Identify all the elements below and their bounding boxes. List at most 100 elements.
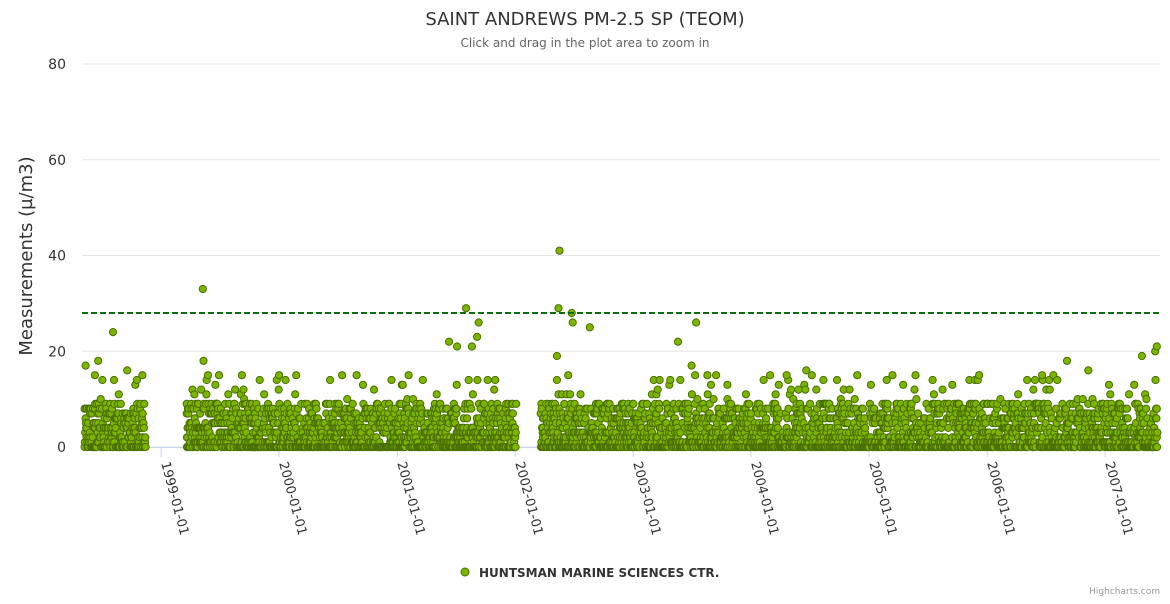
data-point[interactable] (858, 404, 867, 413)
data-point-notable[interactable] (568, 318, 577, 327)
data-point[interactable] (883, 399, 892, 408)
data-point-notable[interactable] (1084, 366, 1093, 375)
data-point[interactable] (109, 375, 119, 385)
data-point[interactable] (138, 371, 147, 380)
data-point[interactable] (850, 395, 859, 404)
data-point[interactable] (1053, 375, 1062, 385)
data-point[interactable] (899, 380, 908, 389)
data-point[interactable] (202, 390, 211, 399)
data-point[interactable] (334, 399, 343, 408)
data-point-notable[interactable] (474, 318, 483, 327)
data-point[interactable] (343, 395, 352, 404)
data-point-notable[interactable] (467, 342, 476, 351)
data-point[interactable] (211, 380, 220, 389)
data-point[interactable] (653, 385, 662, 394)
data-point[interactable] (745, 399, 754, 408)
data-point[interactable] (348, 399, 357, 408)
data-point[interactable] (239, 385, 248, 394)
data-point[interactable] (483, 375, 492, 385)
data-point[interactable] (274, 385, 283, 394)
data-point[interactable] (975, 371, 984, 380)
data-point-notable[interactable] (692, 318, 701, 327)
data-point[interactable] (912, 395, 921, 404)
data-point-notable[interactable] (1023, 375, 1032, 385)
data-point-notable[interactable] (108, 328, 118, 337)
data-points[interactable] (80, 246, 1162, 452)
data-point[interactable] (712, 371, 721, 380)
data-point-notable[interactable] (444, 337, 454, 346)
data-point-notable[interactable] (1038, 371, 1047, 380)
data-point[interactable] (1014, 390, 1023, 399)
data-point[interactable] (140, 399, 149, 408)
data-point[interactable] (358, 380, 368, 389)
data-point[interactable] (774, 380, 783, 389)
data-point[interactable] (766, 371, 775, 380)
data-point-notable[interactable] (554, 304, 563, 313)
data-point[interactable] (676, 375, 685, 385)
data-point[interactable] (723, 380, 732, 389)
data-point[interactable] (1104, 380, 1114, 389)
data-point[interactable] (1153, 428, 1162, 437)
data-point[interactable] (132, 375, 141, 385)
data-point-notable[interactable] (199, 356, 208, 365)
data-point[interactable] (1142, 404, 1151, 413)
data-point[interactable] (1152, 414, 1161, 423)
data-point-notable[interactable] (948, 380, 957, 389)
data-point[interactable] (255, 375, 264, 385)
data-point[interactable] (141, 442, 150, 452)
data-point[interactable] (706, 380, 716, 389)
legend-marker-icon[interactable] (460, 567, 470, 577)
data-point[interactable] (1123, 414, 1132, 423)
data-point-notable[interactable] (453, 342, 462, 351)
data-point[interactable] (1029, 385, 1038, 394)
data-point[interactable] (467, 404, 476, 413)
data-point[interactable] (741, 390, 751, 399)
data-point[interactable] (1124, 390, 1134, 399)
data-point[interactable] (910, 385, 919, 394)
data-point[interactable] (141, 433, 150, 442)
data-point[interactable] (473, 375, 482, 385)
data-point[interactable] (96, 395, 105, 404)
data-point[interactable] (312, 404, 321, 413)
data-point-notable[interactable] (462, 304, 471, 313)
data-point[interactable] (709, 395, 718, 404)
data-point-notable[interactable] (1062, 356, 1072, 365)
data-point[interactable] (938, 385, 947, 394)
data-point-notable[interactable] (802, 366, 811, 375)
credits-link[interactable]: Highcharts.com (1089, 587, 1160, 597)
data-point[interactable] (888, 371, 897, 380)
data-point[interactable] (703, 371, 712, 380)
data-point[interactable] (1045, 385, 1054, 394)
data-point[interactable] (387, 375, 396, 385)
data-point[interactable] (281, 375, 290, 385)
data-point[interactable] (511, 428, 520, 437)
data-point[interactable] (655, 404, 664, 413)
data-point[interactable] (237, 371, 246, 380)
data-point[interactable] (870, 404, 879, 413)
data-point[interactable] (98, 375, 107, 385)
data-point[interactable] (508, 409, 518, 418)
data-point-notable[interactable] (782, 371, 791, 380)
data-point[interactable] (139, 423, 149, 432)
data-point[interactable] (684, 404, 693, 413)
data-point[interactable] (138, 409, 147, 418)
data-point[interactable] (369, 385, 379, 394)
data-point[interactable] (801, 385, 810, 394)
data-point[interactable] (762, 414, 771, 423)
data-point[interactable] (832, 375, 842, 385)
data-point[interactable] (197, 385, 206, 394)
data-point-notable[interactable] (585, 323, 594, 332)
data-point[interactable] (1152, 404, 1161, 413)
data-point-notable[interactable] (81, 361, 90, 370)
data-point[interactable] (566, 390, 575, 399)
data-point[interactable] (452, 404, 461, 413)
data-point[interactable] (512, 399, 521, 408)
data-point[interactable] (326, 375, 335, 385)
data-point[interactable] (90, 371, 100, 380)
data-point[interactable] (432, 390, 441, 399)
data-point[interactable] (491, 375, 500, 385)
data-point-notable[interactable] (1137, 351, 1147, 361)
data-point[interactable] (275, 371, 284, 380)
data-point[interactable] (911, 371, 920, 380)
